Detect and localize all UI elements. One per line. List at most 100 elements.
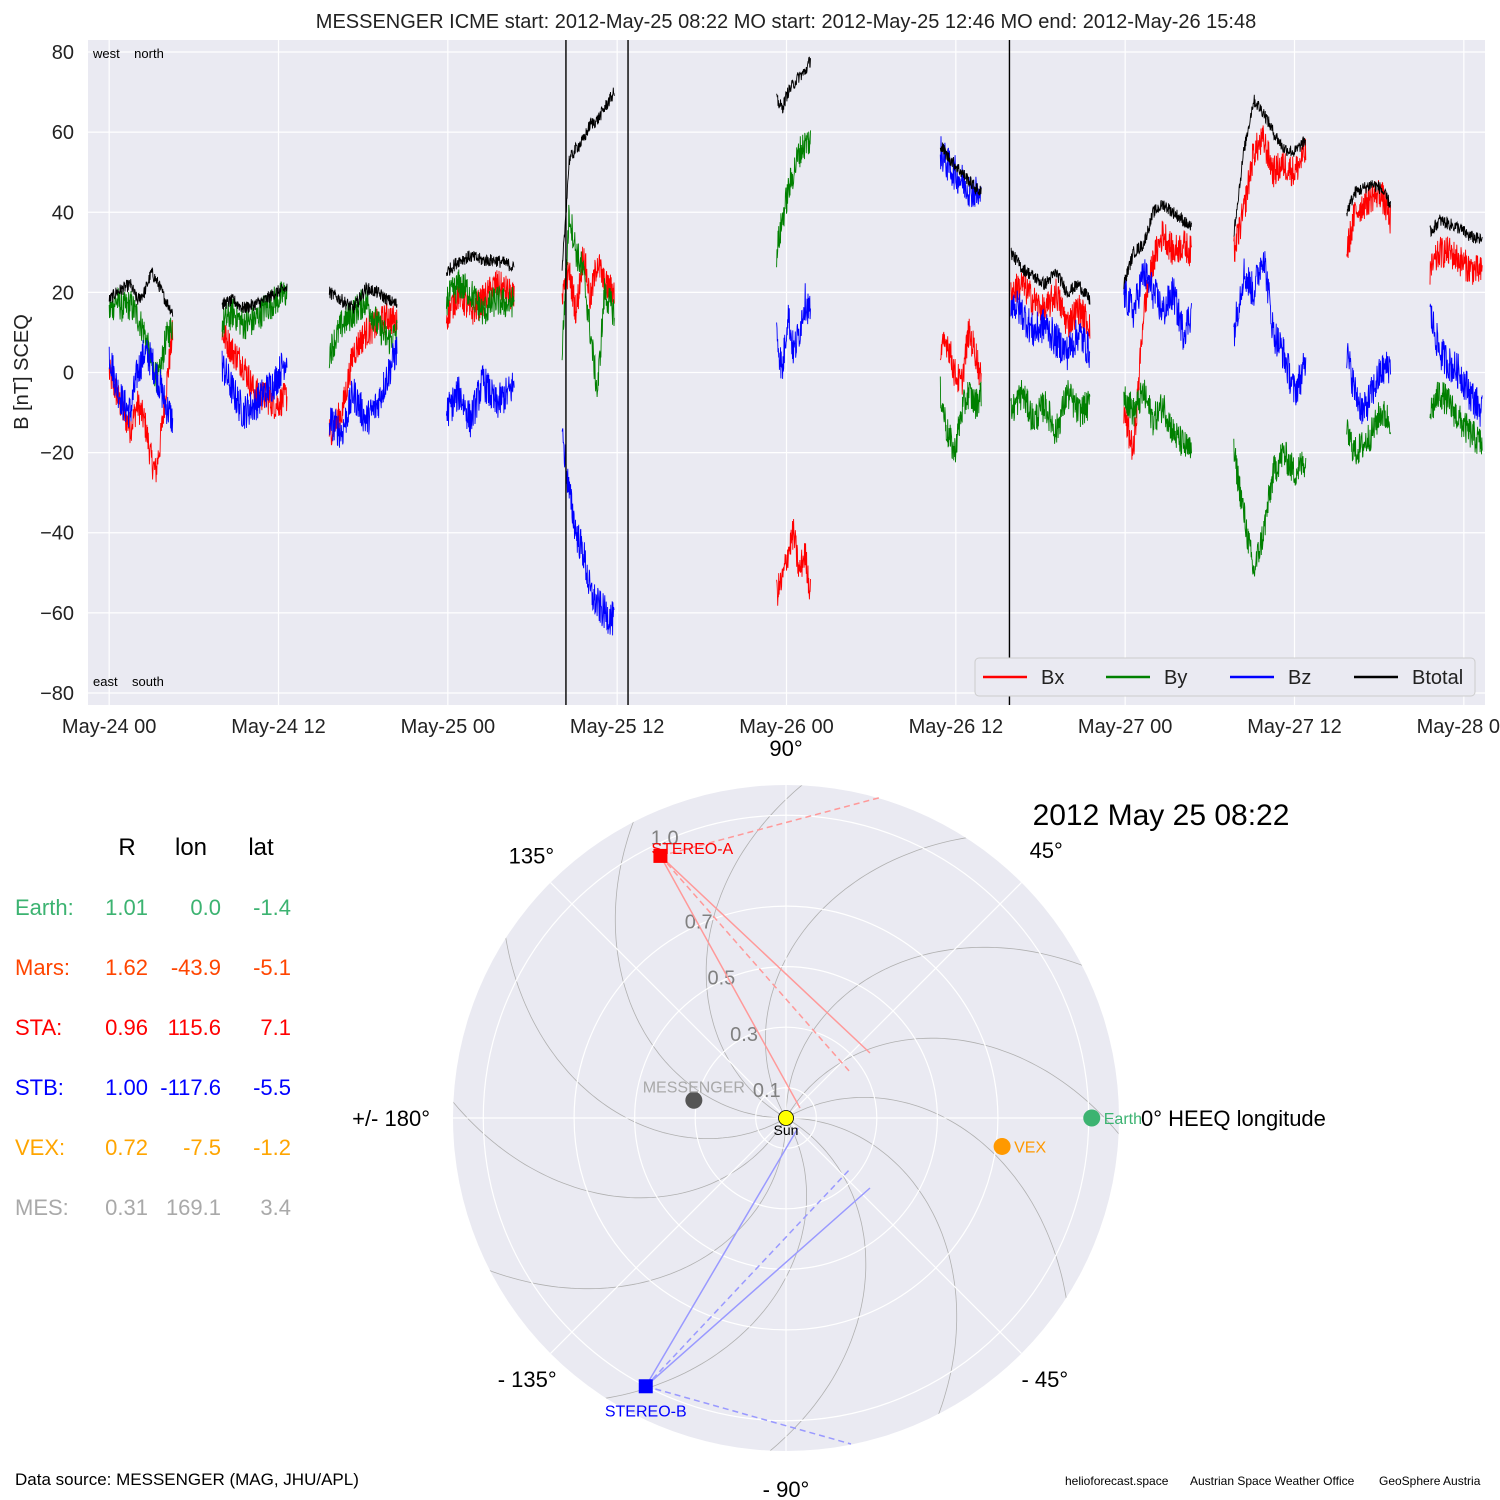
- bt-series-line: [108, 267, 174, 317]
- corner-label-top: west north: [92, 46, 164, 61]
- bt-series-line: [561, 87, 615, 271]
- row-lon: 0.0: [190, 895, 221, 920]
- stereo-b-label: STEREO-B: [605, 1403, 687, 1420]
- x-tick-label: May-27 00: [1078, 716, 1173, 738]
- bz-series-line: [1346, 343, 1391, 425]
- bz-series-line: [328, 336, 398, 448]
- x-tick-labels: May-24 00 May-24 12 May-25 00 May-25 12 May-…: [62, 716, 1500, 738]
- bz-series-line: [108, 339, 174, 434]
- bt-series-line: [1123, 199, 1192, 290]
- magnetic-field-chart: MESSENGER ICME start: 2012-May-25 08:22 …: [11, 11, 1500, 738]
- bz-series-line: [1123, 259, 1192, 350]
- legend-box: [974, 657, 1476, 697]
- x-tick-label: May-25 00: [401, 716, 496, 738]
- row-r: 0.31: [105, 1195, 148, 1220]
- row-r: 0.96: [105, 1015, 148, 1040]
- parker-spiral: [453, 1044, 787, 1199]
- row-lat: 3.4: [260, 1195, 291, 1220]
- by-series-line: [561, 204, 615, 398]
- bx-series-line: [776, 518, 811, 606]
- bt-series-line: [1429, 214, 1483, 244]
- y-tick-label: −40: [40, 523, 74, 545]
- bt-series-line: [328, 282, 398, 314]
- legend-label-by: By: [1164, 667, 1187, 689]
- parker-spiral: [785, 1037, 1119, 1192]
- data-source-note: Data source: MESSENGER (MAG, JHU/APL): [15, 1470, 359, 1489]
- field-line: [645, 1127, 799, 1387]
- bz-series-line: [561, 428, 615, 636]
- legend-label-bz: Bz: [1288, 667, 1311, 689]
- bx-series-line: [939, 318, 982, 395]
- row-lon: -43.9: [171, 955, 221, 980]
- table-rows: Earth: 1.01 0.0 -1.4 Mars: 1.62 -43.9 -5.1 STA: 0…: [15, 895, 291, 1220]
- field-line: [660, 796, 883, 857]
- by-series-line: [1123, 379, 1192, 459]
- by-series-line: [776, 130, 811, 268]
- bz-series-line: [776, 283, 811, 379]
- stereo-a-label: STEREO-A: [651, 841, 733, 858]
- y-tick-label: 80: [52, 42, 74, 64]
- event-lines: [565, 40, 1011, 705]
- row-r: 1.62: [105, 955, 148, 980]
- x-tick-label: May-25 12: [570, 716, 665, 738]
- parker-spiral: [453, 1117, 787, 1290]
- angle-label: 45°: [1030, 838, 1063, 863]
- credit-geosphere: GeoSphere Austria: [1379, 1474, 1481, 1488]
- angular-gridline: [785, 1117, 1022, 1354]
- x-tick-label: May-26 00: [739, 716, 834, 738]
- parker-spiral: [785, 1117, 958, 1451]
- credit-aswo: Austrian Space Weather Office: [1190, 1474, 1355, 1488]
- stereo-a-marker: [653, 848, 668, 863]
- angle-label: - 90°: [763, 1477, 810, 1500]
- bx-series-line: [328, 302, 398, 446]
- field-lines: [645, 796, 883, 1445]
- row-lat: -1.4: [253, 895, 291, 920]
- parker-spiral: [785, 946, 1119, 1119]
- legend-label-bt: Btotal: [1412, 667, 1463, 689]
- chart-title: MESSENGER ICME start: 2012-May-25 08:22 …: [316, 11, 1256, 33]
- parker-spiral: [712, 1117, 867, 1451]
- x-tick-label: May-27 12: [1247, 716, 1342, 738]
- y-tick-label: 40: [52, 202, 74, 224]
- angle-label: 135°: [509, 843, 555, 868]
- polar-title: 2012 May 25 08:22: [1033, 799, 1290, 832]
- x-tick-label: May-24 12: [231, 716, 326, 738]
- row-lon: 169.1: [166, 1195, 221, 1220]
- bt-series-line: [1346, 180, 1391, 217]
- row-lon: -117.6: [160, 1075, 221, 1100]
- parker-spiral: [705, 785, 860, 1119]
- table-header-r: R: [118, 834, 135, 861]
- messenger-label: MESSENGER: [643, 1079, 745, 1096]
- field-line: [645, 1187, 871, 1387]
- messenger-marker: [685, 1091, 703, 1109]
- by-series-line: [1346, 400, 1391, 465]
- radial-tick-label: 0.5: [707, 968, 735, 990]
- row-name: Mars:: [15, 955, 70, 980]
- bx-series-line: [561, 246, 615, 324]
- x-tick-label: May-26 12: [909, 716, 1004, 738]
- radial-tick-label: 1.0: [651, 827, 679, 849]
- vex-label: VEX: [1014, 1139, 1046, 1156]
- bt-series-line: [776, 56, 811, 114]
- row-name: Earth:: [15, 895, 74, 920]
- bt-series-line: [1010, 247, 1091, 305]
- angular-gridline: [785, 882, 1022, 1119]
- planet-positions-polar-plot: 0.1 0.3 0.5 0.7 1.0 0° HEEQ longitude 45° 90° 1…: [352, 736, 1326, 1500]
- parker-spiral: [536, 1117, 807, 1404]
- row-name: VEX:: [15, 1135, 65, 1160]
- row-r: 1.00: [105, 1075, 148, 1100]
- y-tick-label: −60: [40, 603, 74, 625]
- row-lat: -5.5: [253, 1075, 291, 1100]
- bt-series-line: [445, 250, 515, 276]
- y-tick-label: 20: [52, 282, 74, 304]
- by-series-line: [1233, 438, 1307, 577]
- earth-marker: [1083, 1109, 1101, 1127]
- by-series-line: [1429, 381, 1483, 455]
- angle-label: 90°: [769, 736, 802, 761]
- bx-series-line: [1233, 125, 1307, 263]
- bx-series-line: [1123, 220, 1192, 460]
- vex-marker: [993, 1137, 1011, 1155]
- credit-helioforecast: helioforecast.space: [1065, 1474, 1169, 1488]
- field-line: [645, 1385, 852, 1445]
